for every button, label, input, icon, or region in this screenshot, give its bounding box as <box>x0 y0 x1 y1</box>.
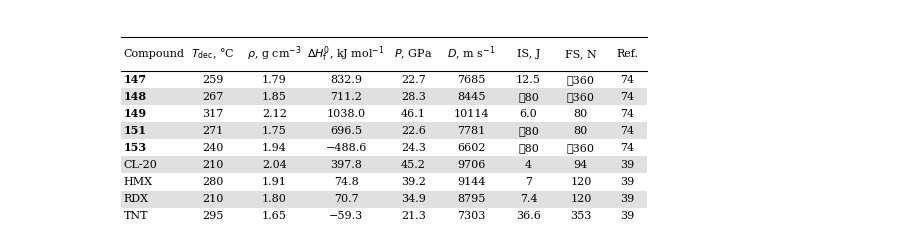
Text: CL-20: CL-20 <box>123 160 158 170</box>
Text: 711.2: 711.2 <box>330 92 362 102</box>
Text: 21.3: 21.3 <box>401 211 426 221</box>
Text: TNT: TNT <box>123 211 148 221</box>
Text: 1.79: 1.79 <box>262 75 287 85</box>
Text: 36.6: 36.6 <box>516 211 541 221</box>
Bar <box>121 139 647 156</box>
Text: 24.3: 24.3 <box>401 143 426 153</box>
Text: 74.8: 74.8 <box>334 177 358 187</box>
Text: 1.80: 1.80 <box>262 194 287 204</box>
Text: 120: 120 <box>571 177 591 187</box>
Text: 353: 353 <box>571 211 591 221</box>
Bar <box>121 156 647 173</box>
Text: 74: 74 <box>620 75 634 85</box>
Text: ⩾360: ⩾360 <box>567 92 595 102</box>
Text: 120: 120 <box>571 194 591 204</box>
Text: $\rho$, g cm$^{-3}$: $\rho$, g cm$^{-3}$ <box>248 45 302 63</box>
Bar <box>121 190 647 208</box>
Text: 74: 74 <box>620 126 634 136</box>
Text: ⩾80: ⩾80 <box>518 126 539 136</box>
Text: 8445: 8445 <box>457 92 485 102</box>
Text: 1.65: 1.65 <box>262 211 287 221</box>
Text: ⩾360: ⩾360 <box>567 75 595 85</box>
Text: IS, J: IS, J <box>517 49 540 59</box>
Text: 80: 80 <box>573 126 588 136</box>
Text: 7781: 7781 <box>457 126 485 136</box>
Text: 8795: 8795 <box>457 194 485 204</box>
Text: 2.12: 2.12 <box>262 109 287 119</box>
Text: 39: 39 <box>620 211 634 221</box>
Text: 280: 280 <box>202 177 223 187</box>
Text: 9706: 9706 <box>457 160 485 170</box>
Text: 70.7: 70.7 <box>334 194 358 204</box>
Text: 45.2: 45.2 <box>401 160 426 170</box>
Text: 7685: 7685 <box>457 75 485 85</box>
Text: 271: 271 <box>202 126 223 136</box>
Text: 22.6: 22.6 <box>401 126 426 136</box>
Text: 39: 39 <box>620 160 634 170</box>
Text: 9144: 9144 <box>457 177 485 187</box>
Text: 10114: 10114 <box>454 109 489 119</box>
Text: 259: 259 <box>202 75 223 85</box>
Text: $D$, m s$^{-1}$: $D$, m s$^{-1}$ <box>447 45 495 63</box>
Text: 210: 210 <box>202 194 223 204</box>
Bar <box>121 122 647 139</box>
Text: 397.8: 397.8 <box>330 160 362 170</box>
Text: 74: 74 <box>620 109 634 119</box>
Text: 151: 151 <box>123 125 147 136</box>
Text: FS, N: FS, N <box>565 49 597 59</box>
Text: 4: 4 <box>525 160 532 170</box>
Bar <box>121 173 647 190</box>
Text: ⩾80: ⩾80 <box>518 143 539 153</box>
Bar <box>121 105 647 122</box>
Bar <box>121 71 647 88</box>
Text: 148: 148 <box>123 91 147 102</box>
Text: 94: 94 <box>573 160 588 170</box>
Text: 149: 149 <box>123 108 147 119</box>
Text: 153: 153 <box>123 142 147 154</box>
Text: 34.9: 34.9 <box>401 194 426 204</box>
Text: $P$, GPa: $P$, GPa <box>394 47 433 61</box>
Text: 39: 39 <box>620 177 634 187</box>
Text: ⩾80: ⩾80 <box>518 92 539 102</box>
Bar <box>121 208 647 225</box>
Text: 74: 74 <box>620 92 634 102</box>
Text: 267: 267 <box>202 92 223 102</box>
Text: Compound: Compound <box>123 49 184 59</box>
Text: 1.94: 1.94 <box>262 143 287 153</box>
Text: 1.75: 1.75 <box>262 126 287 136</box>
Text: 2.04: 2.04 <box>262 160 287 170</box>
Text: 7: 7 <box>525 177 532 187</box>
Text: 7303: 7303 <box>457 211 485 221</box>
Text: 147: 147 <box>123 74 147 85</box>
Text: 317: 317 <box>202 109 223 119</box>
Text: 80: 80 <box>573 109 588 119</box>
Text: 295: 295 <box>202 211 223 221</box>
Text: HMX: HMX <box>123 177 153 187</box>
Text: −488.6: −488.6 <box>326 143 367 153</box>
Text: 1038.0: 1038.0 <box>327 109 365 119</box>
Text: 39.2: 39.2 <box>401 177 426 187</box>
Text: 12.5: 12.5 <box>516 75 541 85</box>
Text: 46.1: 46.1 <box>401 109 426 119</box>
Text: RDX: RDX <box>123 194 148 204</box>
Text: 240: 240 <box>202 143 223 153</box>
Text: 696.5: 696.5 <box>330 126 362 136</box>
Text: 7.4: 7.4 <box>519 194 537 204</box>
Text: 1.85: 1.85 <box>262 92 287 102</box>
Bar <box>121 88 647 105</box>
Text: −59.3: −59.3 <box>329 211 364 221</box>
Text: 210: 210 <box>202 160 223 170</box>
Text: 39: 39 <box>620 194 634 204</box>
Text: $\Delta H_{\mathrm{f}}^{0}$, kJ mol$^{-1}$: $\Delta H_{\mathrm{f}}^{0}$, kJ mol$^{-1… <box>308 44 385 64</box>
Text: 28.3: 28.3 <box>401 92 426 102</box>
Text: $T_{\mathrm{dec}}$, °C: $T_{\mathrm{dec}}$, °C <box>191 47 235 62</box>
Text: 6.0: 6.0 <box>519 109 537 119</box>
Text: 832.9: 832.9 <box>330 75 362 85</box>
Text: 6602: 6602 <box>457 143 485 153</box>
Text: 74: 74 <box>620 143 634 153</box>
Text: ⩾360: ⩾360 <box>567 143 595 153</box>
Text: 1.91: 1.91 <box>262 177 287 187</box>
Text: 22.7: 22.7 <box>401 75 426 85</box>
Text: Ref.: Ref. <box>616 49 638 59</box>
